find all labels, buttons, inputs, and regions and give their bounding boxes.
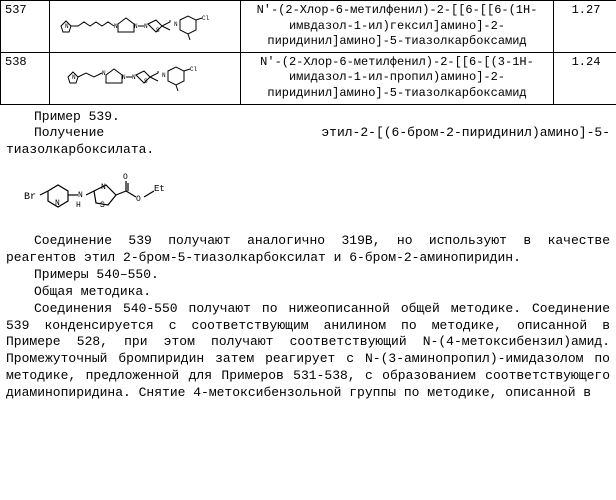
- structure-cell: N N N N S N Cl: [50, 52, 241, 104]
- compound-number: 538: [5, 55, 27, 69]
- structure-cell: N N N N S N Cl: [50, 1, 241, 53]
- method-heading: Общая методика.: [6, 284, 610, 301]
- example-heading: Пример 539.: [6, 109, 610, 126]
- compound-value: 1.24: [572, 55, 601, 69]
- svg-text:N: N: [101, 183, 106, 192]
- molecule-icon: N N N N S N Cl: [56, 55, 234, 95]
- table-row: 538 N N N N S N Cl: [1, 52, 616, 104]
- svg-text:N: N: [78, 191, 83, 200]
- svg-text:S: S: [144, 78, 148, 85]
- svg-text:H: H: [76, 201, 81, 210]
- svg-text:Et: Et: [154, 184, 165, 194]
- svg-text:N: N: [55, 199, 60, 208]
- svg-text:N: N: [72, 74, 76, 81]
- svg-text:O: O: [123, 173, 128, 182]
- compound-value: 1.27: [572, 3, 601, 17]
- svg-text:O: O: [136, 195, 141, 204]
- svg-text:S: S: [100, 201, 105, 210]
- svg-text:N: N: [162, 72, 166, 79]
- compound-table: 537 N N N N S N Cl: [0, 0, 616, 105]
- compound-number: 537: [5, 3, 27, 17]
- molecule-icon: N N N N S N Cl: [56, 4, 234, 44]
- svg-text:N: N: [174, 21, 178, 28]
- svg-text:N: N: [65, 23, 69, 30]
- synthesis-line-cont: тиазолкарбоксилата.: [6, 142, 610, 159]
- compound-name: N'-(2-Хлор-6-метилфенил)-2-[[6-[(3-1Н-им…: [260, 55, 534, 100]
- svg-text:N: N: [102, 70, 106, 77]
- svg-text:N: N: [134, 23, 138, 30]
- synthesis-line: Получение этил-2-[(6-бром-2-пиридинил)ам…: [6, 125, 610, 142]
- svg-text:S: S: [156, 27, 160, 34]
- paragraph: Соединение 539 получают аналогично 319В,…: [6, 233, 610, 267]
- svg-text:Cl: Cl: [202, 15, 210, 22]
- structure-formula: Br N H N N S O O Et: [0, 159, 616, 229]
- svg-text:Cl: Cl: [190, 66, 198, 73]
- table-row: 537 N N N N S N Cl: [1, 1, 616, 53]
- svg-text:N: N: [122, 74, 126, 81]
- compound-name: N'-(2-Хлор-6-метилфенил)-2-[[6-[[6-(1Н-и…: [257, 3, 538, 48]
- examples-heading: Примеры 540–550.: [6, 267, 610, 284]
- paragraph: Соединения 540-550 получают по нижеописа…: [6, 301, 610, 402]
- svg-text:N: N: [114, 23, 118, 30]
- molecule-icon: Br N H N N S O O Et: [22, 165, 202, 221]
- svg-text:Br: Br: [24, 192, 36, 203]
